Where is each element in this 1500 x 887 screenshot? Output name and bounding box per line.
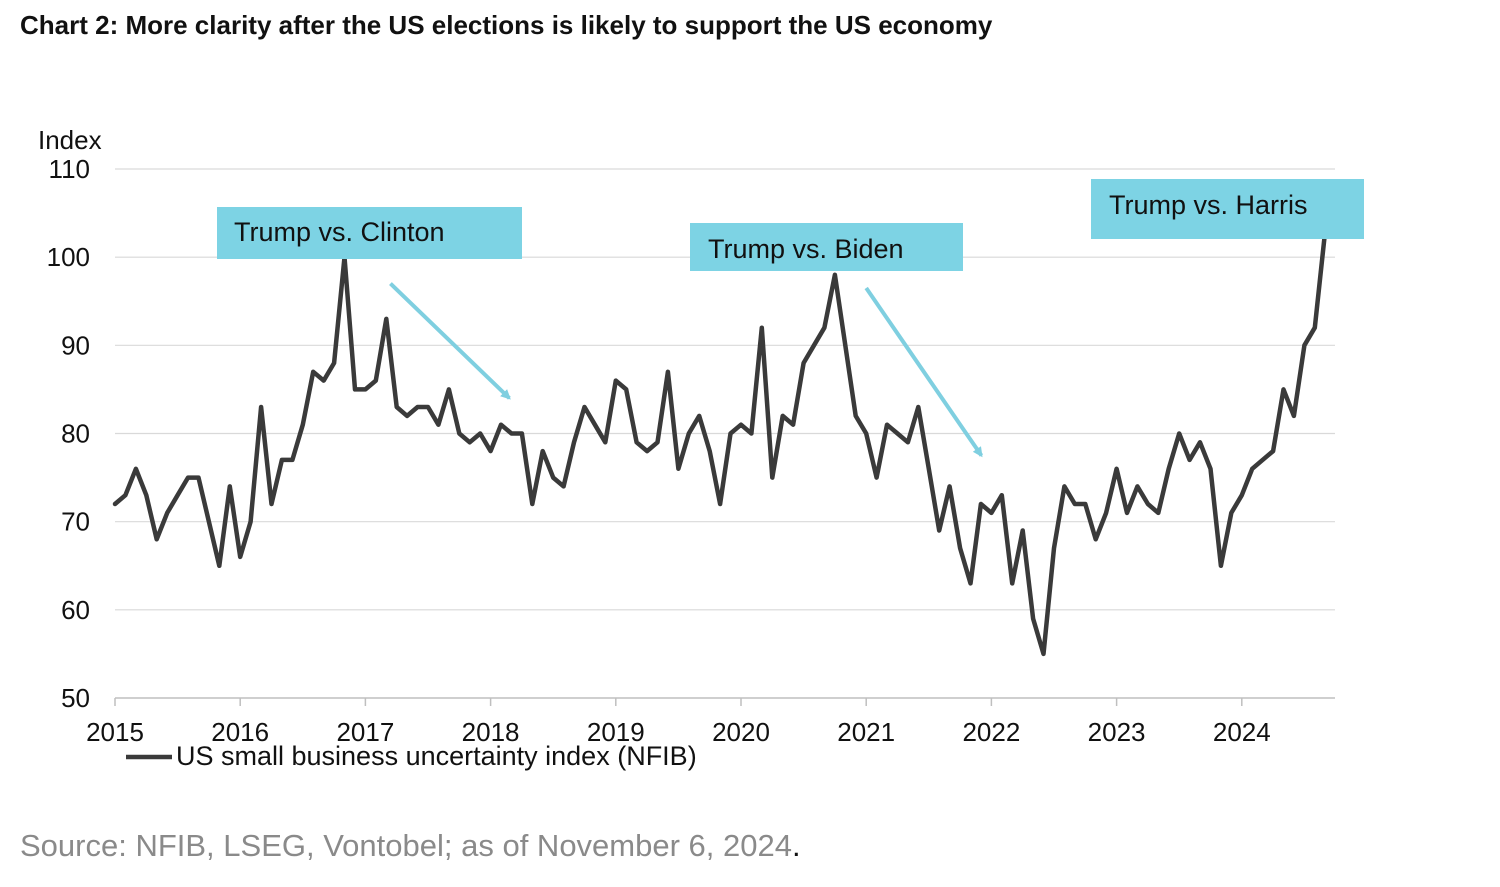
- annotation-arrow-1: [864, 286, 984, 458]
- x-tick-2024: 2024: [1213, 717, 1271, 747]
- y-tick-100: 100: [47, 242, 90, 272]
- axis-layer: [114, 697, 1335, 706]
- y-axis-unit-label: Index: [38, 125, 102, 155]
- annotation-trump-biden: Trump vs. Biden: [690, 223, 963, 271]
- y-tick-80: 80: [61, 419, 90, 449]
- annotation-arrow-0: [389, 282, 511, 400]
- x-tick-2018: 2018: [462, 717, 520, 747]
- source-period: .: [791, 828, 801, 863]
- y-tick-90: 90: [61, 330, 90, 360]
- annotation-box-clinton: [217, 207, 522, 259]
- chart-title: Chart 2: More clarity after the US elect…: [20, 10, 993, 40]
- x-tick-2015: 2015: [86, 717, 144, 747]
- y-tick-60: 60: [61, 595, 90, 625]
- source-note: Source: NFIB, LSEG, Vontobel; as of Nove…: [20, 828, 801, 864]
- annotation-arrows: [389, 282, 984, 458]
- x-tick-2021: 2021: [837, 717, 895, 747]
- annotation-box-harris: [1091, 179, 1364, 239]
- grid-layer: [115, 168, 1335, 611]
- x-tick-2020: 2020: [712, 717, 770, 747]
- x-tick-2016: 2016: [211, 717, 269, 747]
- annotation-box-biden: [690, 223, 963, 271]
- x-tick-labels: 2015 2016 2017 2018 2019 2020 2021 2022 2023 2024: [86, 717, 1271, 747]
- x-tick-2022: 2022: [962, 717, 1020, 747]
- x-tick-2017: 2017: [336, 717, 394, 747]
- x-tick-2023: 2023: [1088, 717, 1146, 747]
- annotation-trump-clinton: Trump vs. Clinton: [217, 207, 522, 259]
- x-tick-2019: 2019: [587, 717, 645, 747]
- annotation-label-biden: Trump vs. Biden: [708, 234, 904, 264]
- y-tick-70: 70: [61, 507, 90, 537]
- y-tick-labels: 50 60 70 80 90 100 110: [47, 154, 90, 713]
- y-tick-110: 110: [49, 154, 90, 184]
- annotation-label-clinton: Trump vs. Clinton: [234, 217, 445, 247]
- legend: US small business uncertainty index (NFI…: [126, 741, 697, 771]
- source-text: Source: NFIB, LSEG, Vontobel; as of Nove…: [20, 828, 792, 863]
- series-line-uncertainty-index: [112, 228, 1328, 657]
- legend-label: US small business uncertainty index (NFI…: [176, 741, 697, 771]
- y-tick-50: 50: [61, 683, 90, 713]
- annotation-label-harris: Trump vs. Harris: [1109, 190, 1308, 220]
- annotation-trump-harris: Trump vs. Harris: [1091, 179, 1364, 239]
